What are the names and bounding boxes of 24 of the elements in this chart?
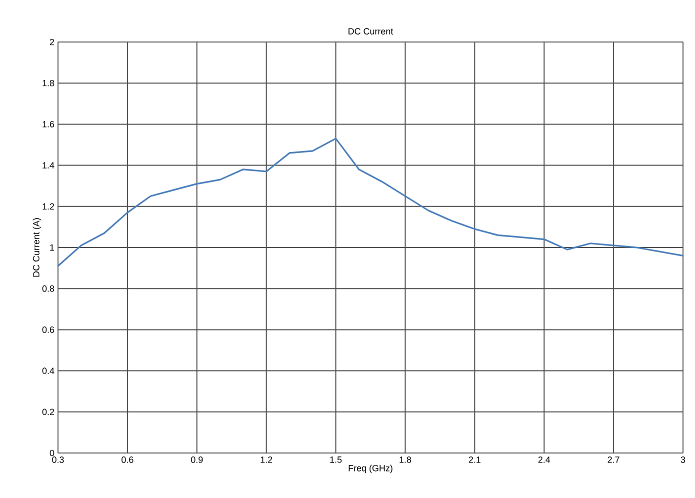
y-tick-label: 1.6 — [42, 121, 54, 128]
x-tick-label: 2.7 — [608, 456, 620, 463]
x-tick-label: 0.9 — [191, 456, 203, 463]
y-tick-label: 1.8 — [42, 80, 54, 86]
y-tick-label: 0.8 — [42, 285, 54, 292]
y-tick-label: 0.2 — [42, 408, 54, 416]
x-tick-label: 0.6 — [122, 456, 134, 463]
y-tick-label: 1 — [50, 244, 54, 251]
y-tick-label: 0.4 — [42, 368, 54, 374]
x-tick-label: 1.5 — [330, 456, 342, 463]
x-tick-label: 1.2 — [260, 456, 272, 463]
x-tick-label: 2.4 — [538, 456, 550, 463]
x-tick-label: 0.3 — [52, 456, 64, 463]
y-axis-title: DC Current (A) — [32, 218, 42, 277]
y-tick-label: 0 — [50, 450, 54, 456]
y-tick-label: 0.6 — [42, 326, 54, 333]
x-tick-label: 1.8 — [400, 456, 412, 463]
y-tick-label: 2 — [50, 38, 54, 46]
chart-title: DC Current — [348, 28, 394, 34]
x-tick-label: 2.1 — [468, 456, 480, 463]
x-tick-label: 3 — [680, 456, 686, 463]
y-tick-label: 1.2 — [42, 203, 54, 210]
y-tick-label: 1.4 — [42, 162, 54, 168]
x-axis-title: Freq (GHz) — [348, 464, 392, 474]
